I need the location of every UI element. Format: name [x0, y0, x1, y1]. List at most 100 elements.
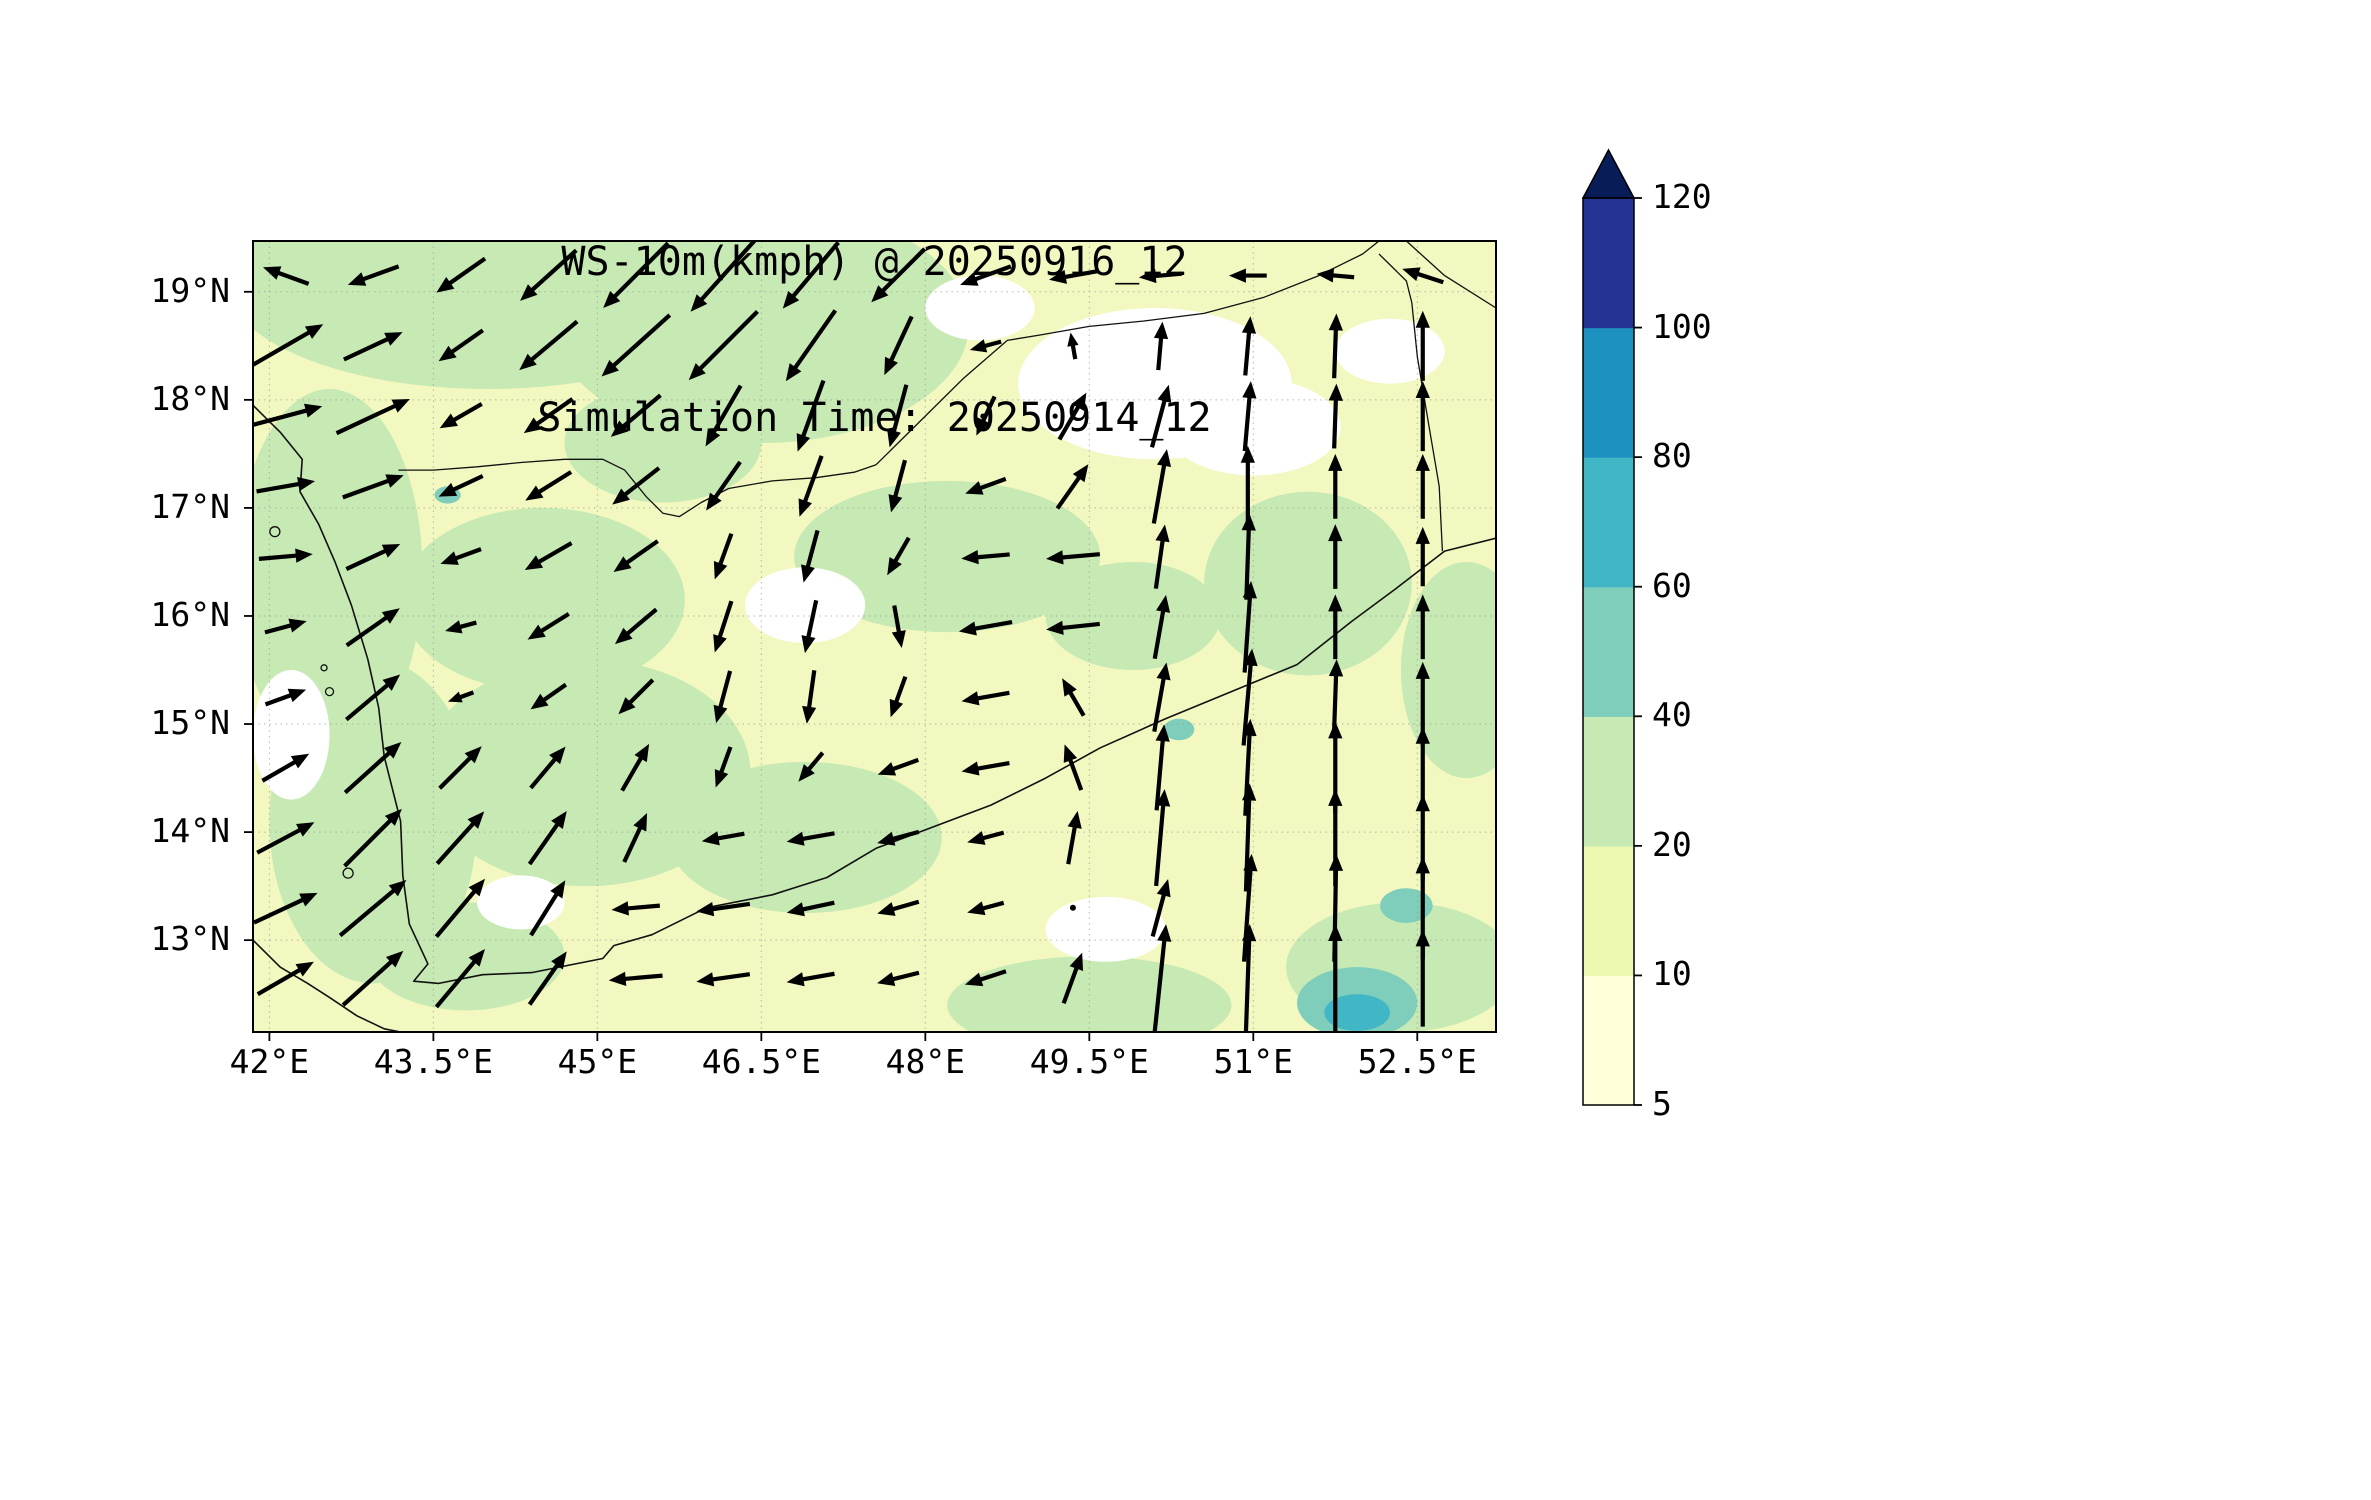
windspeed-contour-patch [1045, 896, 1166, 962]
wind-arrow-stem [1055, 471, 1085, 510]
wind-arrow-head [967, 901, 986, 916]
wind-arrow-stem [891, 459, 908, 504]
windspeed-contour-patch [422, 659, 751, 887]
axes-frame [252, 240, 1497, 1033]
wind-arrow-stem [1243, 326, 1252, 376]
wind-arrow-head [1415, 661, 1430, 679]
wind-arrow-head [436, 277, 455, 293]
wind-arrow-head [969, 339, 988, 353]
wind-arrow-stem [706, 901, 751, 913]
wind-arrow-stem [886, 315, 914, 367]
wind-arrow-head [1328, 313, 1343, 331]
wind-arrow-stem [1154, 799, 1166, 887]
wind-arrow-stem [1057, 400, 1084, 441]
wind-arrow-head [1328, 853, 1344, 871]
wind-arrow-stem [529, 753, 561, 790]
windspeed-contour-patch [794, 480, 1101, 633]
wind-arrow-head [887, 429, 901, 448]
wind-arrow-head [527, 624, 546, 640]
wind-arrow-head [877, 831, 896, 846]
colorbar-outline [1582, 197, 1635, 1106]
wind-arrow-head [1240, 445, 1255, 463]
wind-arrow-head [801, 564, 815, 583]
wind-arrow-head [438, 345, 457, 362]
wind-arrow-head [1243, 648, 1258, 667]
wind-arrow-stem [435, 817, 479, 865]
x-tick-label: 43.5°E [373, 1042, 493, 1081]
wind-arrow-head [1328, 923, 1343, 941]
wind-arrow-head [713, 704, 728, 724]
wind-arrow-head [467, 811, 485, 829]
wind-arrow-stem [710, 460, 742, 504]
wind-arrow-head [1328, 524, 1343, 542]
wind-arrow-head [618, 697, 636, 715]
wind-arrow-stem [1243, 728, 1252, 816]
island-outline [342, 867, 354, 879]
wind-arrow-stem [1244, 523, 1252, 600]
wind-arrow-head [551, 810, 567, 829]
wind-arrow-head [1156, 449, 1172, 468]
wind-arrow-stem [356, 264, 400, 284]
wind-arrow-stem [1150, 888, 1168, 937]
wind-arrow-head [696, 972, 715, 987]
wind-arrow-head [802, 705, 817, 724]
wind-arrow-stem [1153, 534, 1166, 589]
wind-arrow-head [1415, 594, 1430, 612]
y-tick-label: 16°N [150, 594, 230, 634]
windspeed-contour-patch [564, 383, 762, 503]
wind-arrow-stem [695, 241, 758, 306]
wind-arrow-stem [434, 955, 481, 1009]
country-border-path [398, 458, 877, 518]
wind-arrow-head [1067, 810, 1082, 829]
x-tick-label: 49.5°E [1029, 1042, 1149, 1081]
wind-arrow-head [382, 674, 401, 691]
wind-arrow-head [1415, 726, 1430, 744]
wind-arrow-head [549, 746, 566, 765]
wind-arrow-head [888, 494, 903, 513]
wind-arrow-head [801, 635, 816, 654]
wind-arrow-stem [343, 334, 395, 362]
wind-arrow-stem [1242, 391, 1253, 452]
wind-arrow-head [1316, 268, 1335, 283]
wind-arrow-head [1228, 268, 1246, 283]
wind-arrow-head [614, 627, 633, 645]
wind-arrow-stem [804, 599, 819, 644]
wind-arrow-stem [1055, 621, 1100, 631]
wind-arrow-head [464, 746, 482, 764]
wind-arrow-head [288, 618, 307, 633]
wind-arrow-head [887, 556, 902, 576]
wind-arrow-stem [258, 552, 303, 561]
wind-arrow-head [782, 291, 800, 309]
colorbar-tick-label: 40 [1652, 695, 1692, 735]
wind-arrow-head [1328, 788, 1343, 806]
wind-arrow-head [964, 972, 984, 987]
wind-arrow-stem [620, 539, 659, 568]
wind-arrow-head [295, 548, 313, 563]
wind-arrow-stem [532, 470, 573, 497]
wind-arrow-stem [1241, 863, 1253, 962]
windspeed-contour-patch [744, 567, 866, 643]
wind-arrow-head [1153, 321, 1169, 340]
wind-arrow-stem [338, 884, 400, 938]
coastline-path [253, 404, 1496, 985]
coastline-path [253, 939, 401, 1032]
wind-arrow-stem [532, 541, 573, 567]
map-axes [244, 240, 1497, 1041]
wind-arrow-stem [708, 384, 743, 439]
wind-arrow-head [1242, 381, 1257, 399]
wind-arrow-stem [618, 466, 661, 500]
wind-arrow-head [287, 688, 307, 703]
wind-arrow-head [1138, 268, 1157, 284]
country-border-path [1378, 253, 1444, 552]
wind-arrow-head [889, 698, 904, 718]
wind-arrow-head [391, 398, 410, 413]
wind-arrow-head [871, 285, 889, 303]
plot-title: WS-10m(kmph) @ 20250916_12 Simulation Ti… [253, 132, 1496, 548]
wind-arrow-stem [617, 393, 662, 432]
wind-arrow-head [701, 831, 720, 846]
island-outline [269, 526, 281, 538]
wind-arrow-head [523, 417, 542, 434]
wind-arrow-head [1157, 924, 1172, 942]
colorbar-tick-label: 20 [1652, 824, 1692, 864]
wind-arrow-head [1415, 856, 1430, 874]
